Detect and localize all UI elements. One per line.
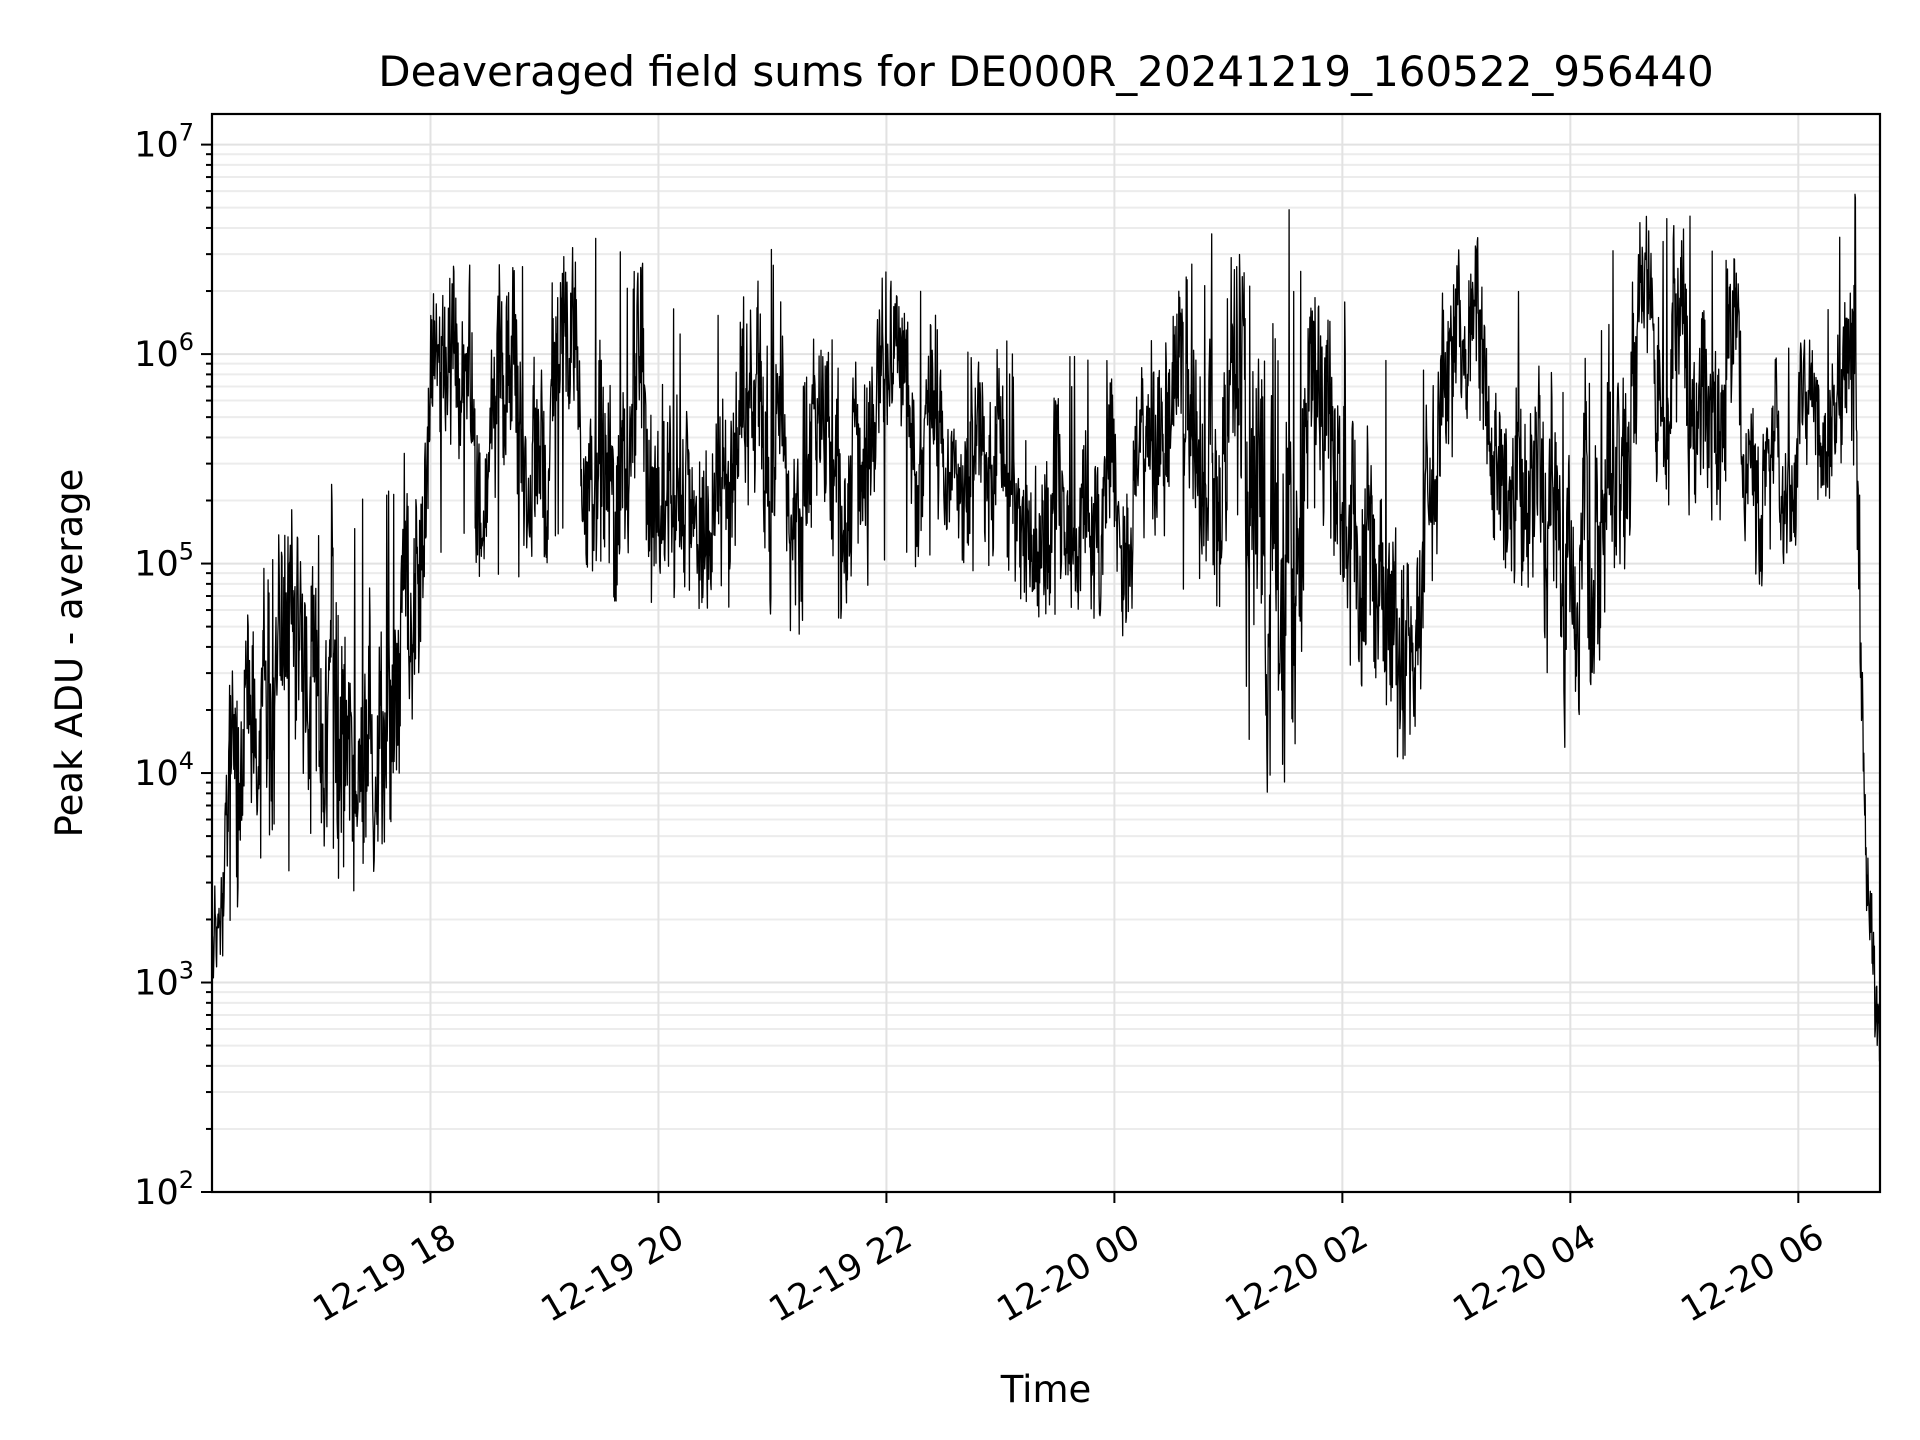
chart-title: Deaveraged field sums for DE000R_2024121… — [378, 47, 1714, 96]
y-tick-label: 107 — [134, 119, 194, 166]
x-axis-label: Time — [1000, 1368, 1092, 1411]
y-tick-label: 103 — [134, 957, 194, 1004]
plot-frame — [210, 112, 1882, 1194]
data-series-line — [212, 193, 1880, 1062]
series-line — [212, 193, 1880, 1062]
y-axis-label: Peak ADU - average — [48, 469, 91, 838]
y-tick-label: 102 — [134, 1166, 194, 1213]
y-tick-label: 105 — [134, 538, 194, 585]
y-tick-label: 106 — [134, 328, 194, 375]
y-tick-label: 104 — [134, 747, 194, 794]
